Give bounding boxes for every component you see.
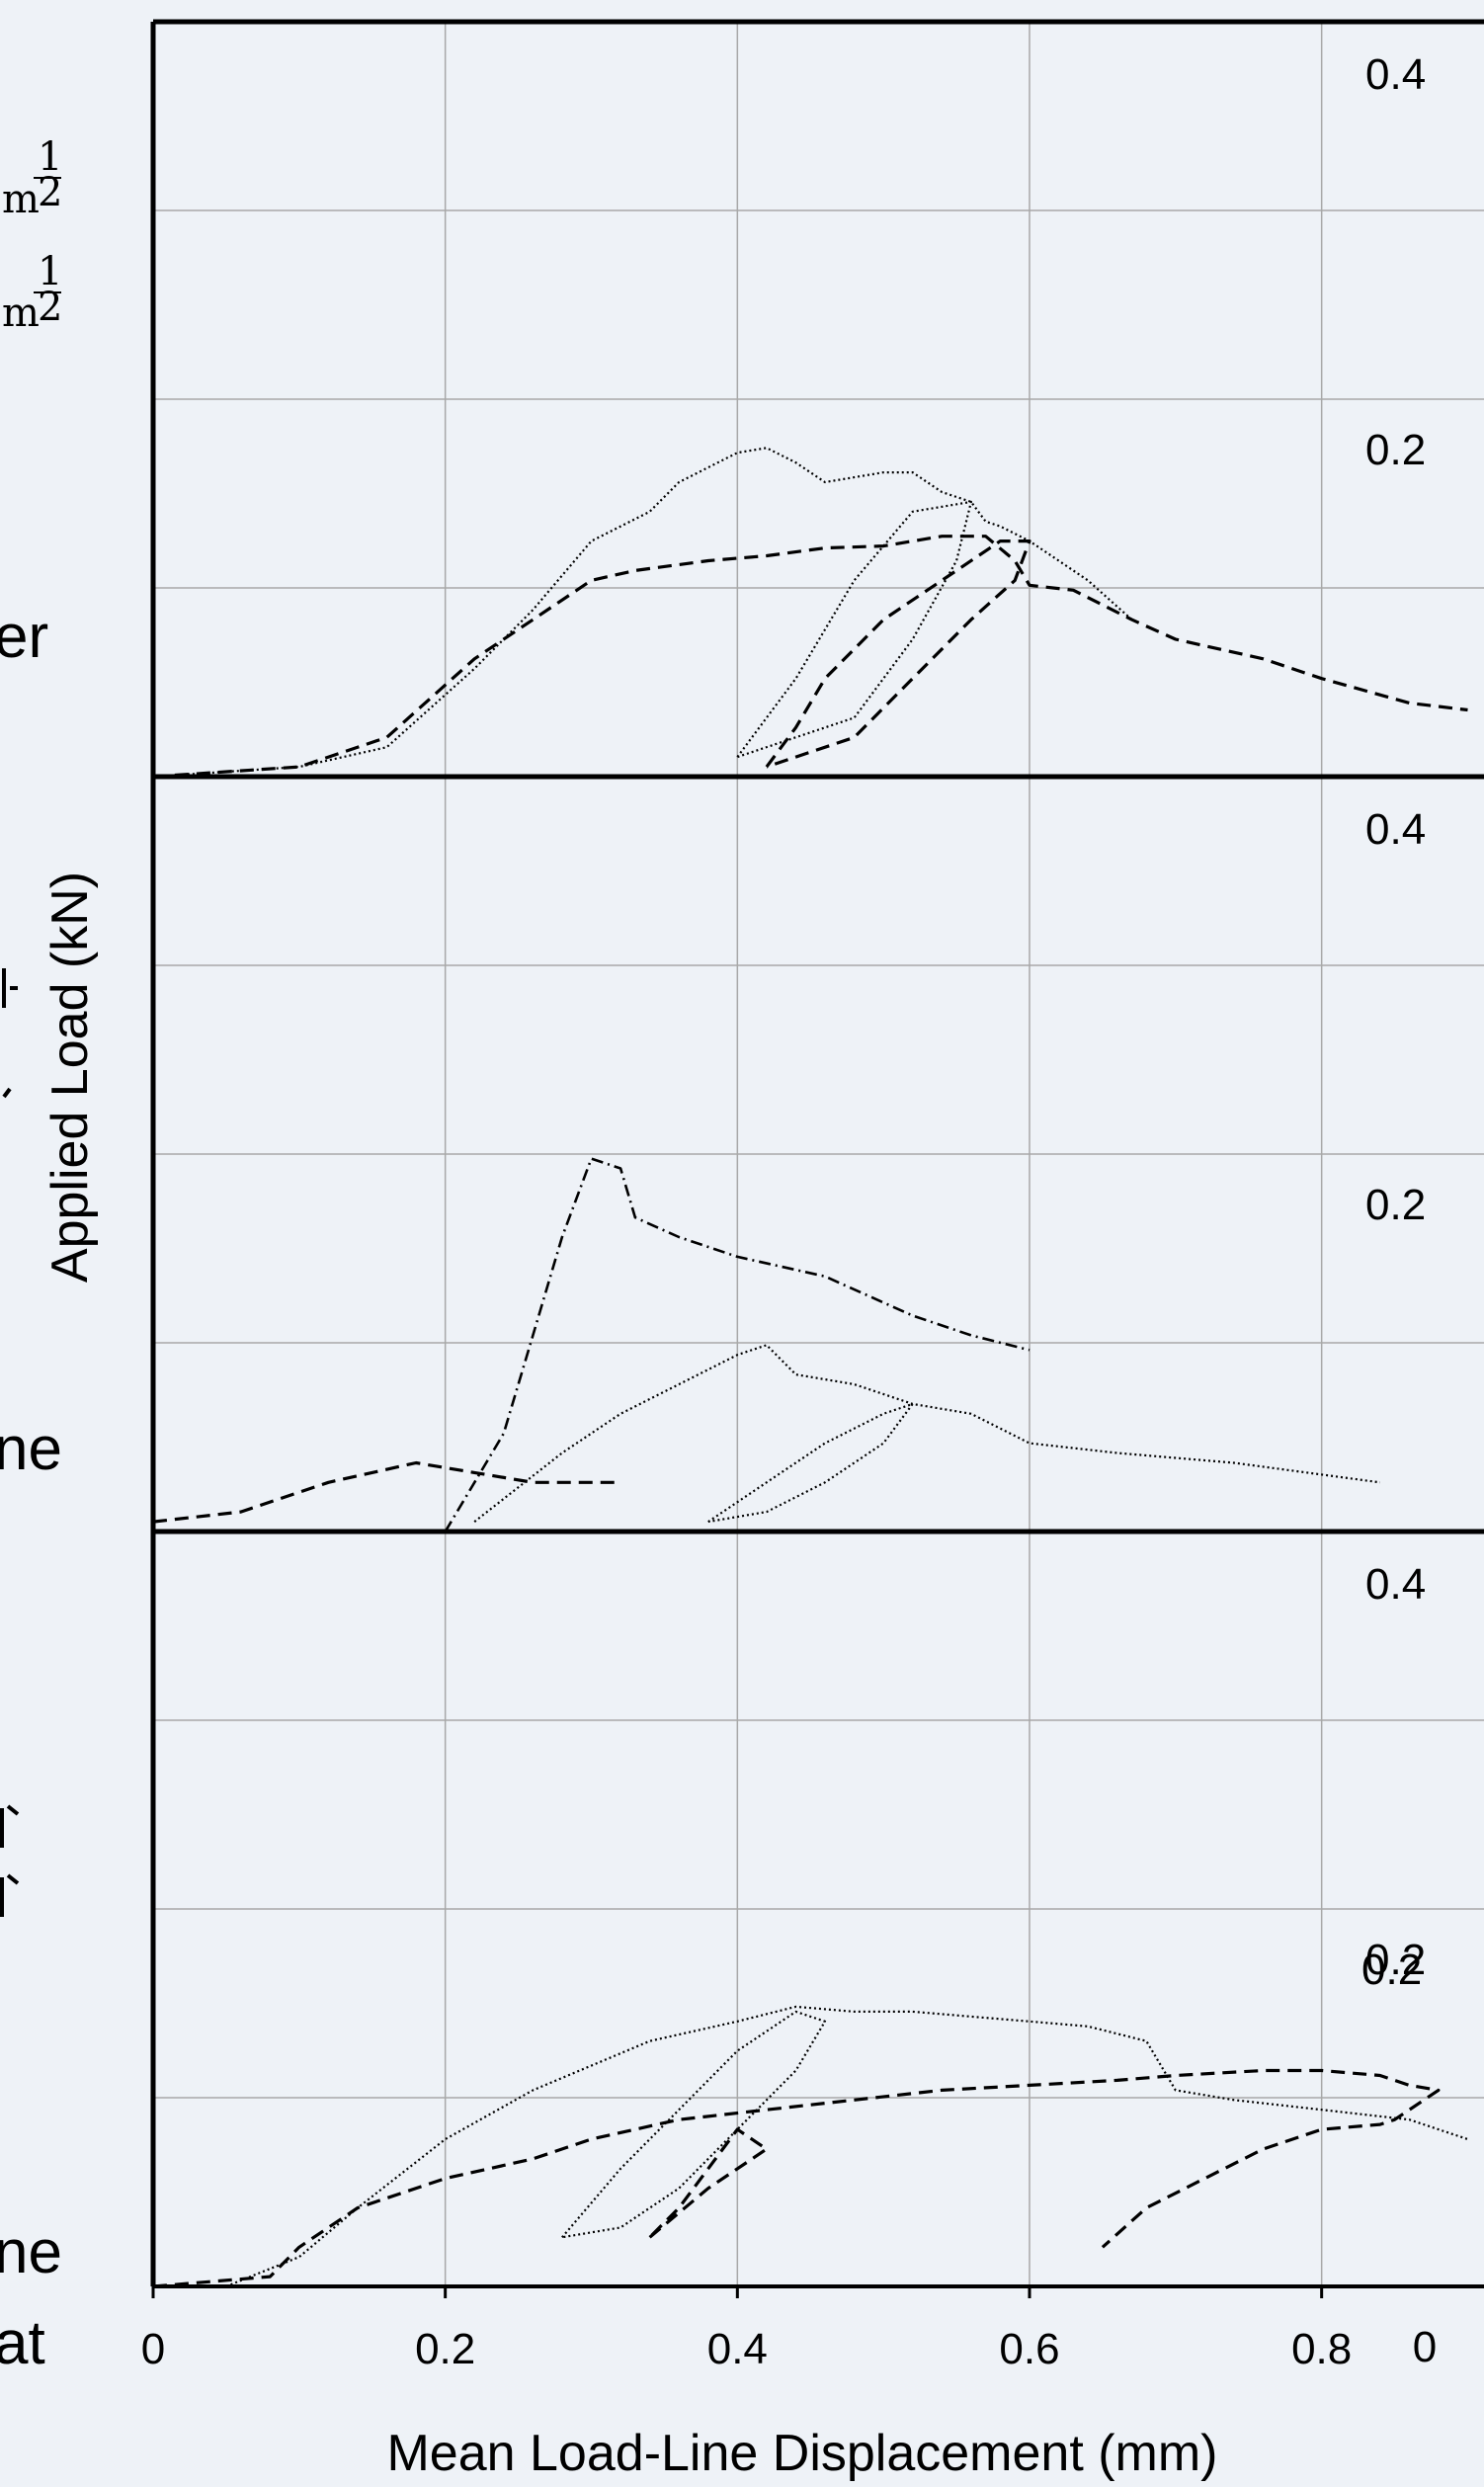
edge-math-2: m 1 2 (2, 249, 62, 336)
grid-lines (153, 22, 1484, 2286)
panel-frames (150, 19, 1484, 2298)
series-line-panel2-3 (473, 1344, 1380, 1523)
edge-math-1: m 1 2 (2, 134, 62, 222)
y-tick-label-panel3-3: 0.2 (1361, 1946, 1422, 1994)
edge-text-1: er (0, 603, 48, 671)
series-line-panel2-4 (707, 1402, 914, 1524)
x-tick-label-2: 0.4 (707, 2325, 768, 2373)
edge-text-4: at (0, 2309, 45, 2377)
series-line-panel1-2 (152, 447, 1133, 779)
edge-math-2-den: 2 (38, 285, 62, 330)
series-line-panel2-2 (152, 1460, 621, 1524)
series-line-panel3-2 (225, 2005, 1468, 2288)
x-tick-label-1: 0.2 (415, 2325, 475, 2373)
series-line-panel1-3 (765, 539, 1031, 769)
x-tick-label-3: 0.6 (999, 2325, 1059, 2373)
edge-text-3: ne (0, 2218, 62, 2286)
series-line-panel1-1 (152, 535, 1468, 779)
edge-math-1-den: 2 (38, 170, 62, 215)
series-line-panel3-1 (152, 2068, 1441, 2288)
series-line-panel2-1 (444, 1157, 1031, 1533)
y-tick-label-panel3-1: 0.4 (1365, 1560, 1426, 1609)
y-tick-label-panel3-2: 0.2 (1365, 1936, 1426, 1984)
series-lines (152, 447, 1468, 2288)
y-tick-label-panel2-2: 0.2 (1365, 1181, 1426, 1229)
edge-math-1-num: 1 (38, 134, 62, 180)
y-tick-label-panel1-1: 0.4 (1365, 50, 1426, 99)
tick-labels: 0.40.20.40.20.40.20.20 0.2 0.4 0.6 0.8 0 (141, 50, 1437, 2373)
y-tick-label-panel2-1: 0.4 (1365, 805, 1426, 854)
series-line-panel3-3 (561, 2010, 827, 2239)
y-tick-label-panel1-2: 0.2 (1365, 426, 1426, 474)
x-tick-label-4: 0.8 (1291, 2325, 1352, 2373)
edge-math-2-base: m (2, 290, 40, 336)
series-line-panel1-4 (736, 500, 972, 759)
edge-glyph-fragments (0, 968, 20, 1917)
y-axis-title: Applied Load (kN) (41, 871, 99, 1283)
edge-math-1-base: m (2, 177, 40, 222)
series-line-panel3-4 (648, 2127, 769, 2239)
x-tick-label-clipped: 0 (1413, 2323, 1437, 2371)
edge-text-2: ne (0, 1415, 62, 1483)
x-tick-label-0: 0 (141, 2325, 165, 2373)
x-axis-title: Mean Load-Line Displacement (mm) (386, 2425, 1217, 2482)
edge-math-2-num: 1 (38, 249, 62, 294)
